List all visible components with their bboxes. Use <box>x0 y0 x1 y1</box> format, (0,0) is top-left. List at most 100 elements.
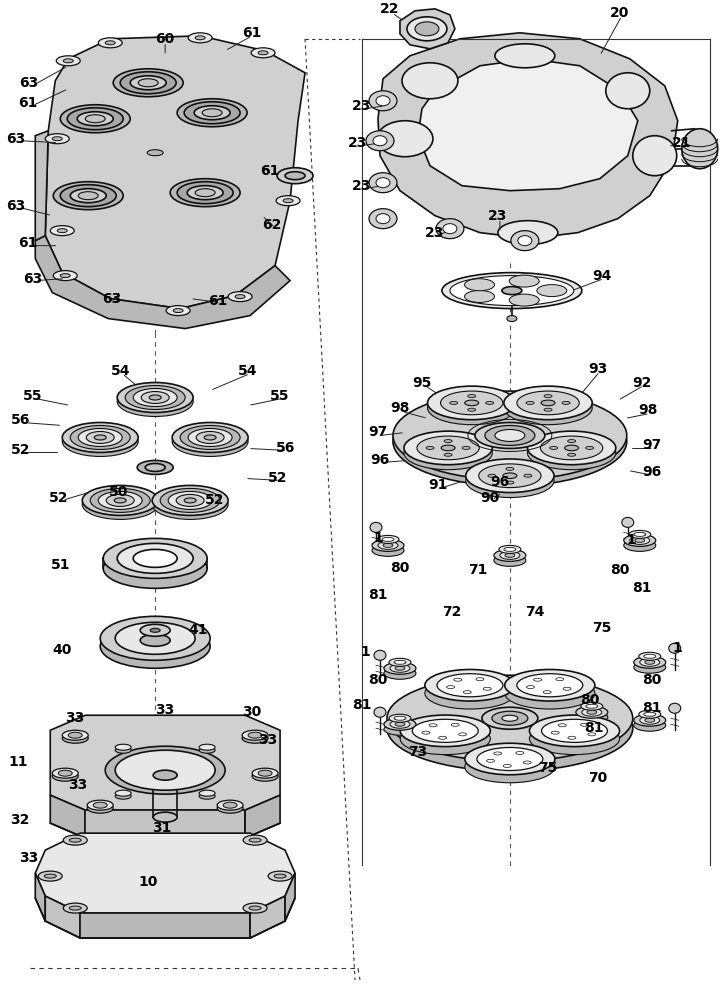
Ellipse shape <box>543 691 551 694</box>
Ellipse shape <box>369 91 397 111</box>
Ellipse shape <box>60 274 70 278</box>
Text: 92: 92 <box>632 376 651 390</box>
Ellipse shape <box>56 56 80 66</box>
Ellipse shape <box>161 488 220 512</box>
Text: 33: 33 <box>69 778 88 792</box>
Text: 94: 94 <box>592 269 612 283</box>
Ellipse shape <box>383 543 393 547</box>
Text: 10: 10 <box>139 875 158 889</box>
Ellipse shape <box>243 835 267 845</box>
Ellipse shape <box>516 751 524 754</box>
Ellipse shape <box>551 731 559 734</box>
Text: 41: 41 <box>189 623 208 637</box>
Ellipse shape <box>492 711 528 725</box>
Text: 50: 50 <box>108 485 128 499</box>
Ellipse shape <box>195 189 215 197</box>
Text: 56: 56 <box>11 413 30 427</box>
Ellipse shape <box>377 535 399 543</box>
Ellipse shape <box>384 718 416 730</box>
Text: 52: 52 <box>268 471 288 485</box>
Ellipse shape <box>526 686 534 689</box>
Ellipse shape <box>242 730 268 740</box>
Ellipse shape <box>176 494 204 506</box>
Ellipse shape <box>576 711 608 723</box>
Ellipse shape <box>372 544 404 556</box>
Ellipse shape <box>117 387 193 416</box>
Text: 91: 91 <box>428 478 448 492</box>
Ellipse shape <box>426 446 434 449</box>
Text: 90: 90 <box>480 491 500 505</box>
Ellipse shape <box>402 63 458 99</box>
Ellipse shape <box>465 290 495 302</box>
Text: 81: 81 <box>368 588 388 602</box>
Text: 73: 73 <box>408 745 427 759</box>
Ellipse shape <box>586 704 598 708</box>
Ellipse shape <box>393 397 627 486</box>
Ellipse shape <box>393 391 627 480</box>
Text: 98: 98 <box>390 401 410 415</box>
Ellipse shape <box>369 173 397 193</box>
Ellipse shape <box>505 669 595 701</box>
Text: 96: 96 <box>642 465 662 479</box>
Ellipse shape <box>133 389 177 406</box>
Ellipse shape <box>389 714 411 722</box>
Ellipse shape <box>285 172 305 180</box>
Text: 31: 31 <box>153 821 172 835</box>
Text: 80: 80 <box>390 561 410 575</box>
Ellipse shape <box>404 436 492 470</box>
Ellipse shape <box>630 536 650 544</box>
Text: 93: 93 <box>589 362 607 376</box>
Text: 81: 81 <box>632 581 651 595</box>
Ellipse shape <box>274 874 286 878</box>
Ellipse shape <box>242 733 268 743</box>
Ellipse shape <box>378 541 398 549</box>
Ellipse shape <box>485 425 535 445</box>
Ellipse shape <box>494 549 526 561</box>
Ellipse shape <box>258 770 272 776</box>
Ellipse shape <box>544 395 552 398</box>
Ellipse shape <box>635 538 645 542</box>
Ellipse shape <box>503 764 511 767</box>
Ellipse shape <box>387 685 633 771</box>
Ellipse shape <box>114 498 127 503</box>
Ellipse shape <box>465 400 479 406</box>
Ellipse shape <box>486 401 494 404</box>
Ellipse shape <box>54 182 123 210</box>
Ellipse shape <box>504 386 592 420</box>
Ellipse shape <box>137 460 173 474</box>
Ellipse shape <box>153 812 177 822</box>
Ellipse shape <box>372 539 404 551</box>
Ellipse shape <box>468 408 476 411</box>
Ellipse shape <box>115 747 131 753</box>
Text: 81: 81 <box>642 701 662 715</box>
Ellipse shape <box>669 643 681 653</box>
Ellipse shape <box>441 445 455 451</box>
Ellipse shape <box>465 751 555 783</box>
Ellipse shape <box>374 707 386 717</box>
Ellipse shape <box>376 178 390 188</box>
Ellipse shape <box>415 22 439 36</box>
Ellipse shape <box>568 440 576 443</box>
Ellipse shape <box>640 658 660 666</box>
Ellipse shape <box>518 236 532 246</box>
Ellipse shape <box>556 678 564 681</box>
Ellipse shape <box>115 750 215 790</box>
Ellipse shape <box>454 678 462 681</box>
Ellipse shape <box>638 652 661 660</box>
Text: 23: 23 <box>488 209 508 223</box>
Text: 23: 23 <box>425 226 445 240</box>
Ellipse shape <box>509 294 539 306</box>
Ellipse shape <box>63 835 87 845</box>
Polygon shape <box>35 236 290 329</box>
Ellipse shape <box>502 287 522 295</box>
Polygon shape <box>378 33 677 239</box>
Ellipse shape <box>38 871 62 881</box>
Ellipse shape <box>395 722 405 726</box>
Ellipse shape <box>115 793 131 799</box>
Text: 21: 21 <box>672 136 691 150</box>
Ellipse shape <box>437 674 503 697</box>
Text: 51: 51 <box>51 558 70 572</box>
Ellipse shape <box>140 624 170 636</box>
Ellipse shape <box>502 715 518 721</box>
Ellipse shape <box>504 391 592 425</box>
